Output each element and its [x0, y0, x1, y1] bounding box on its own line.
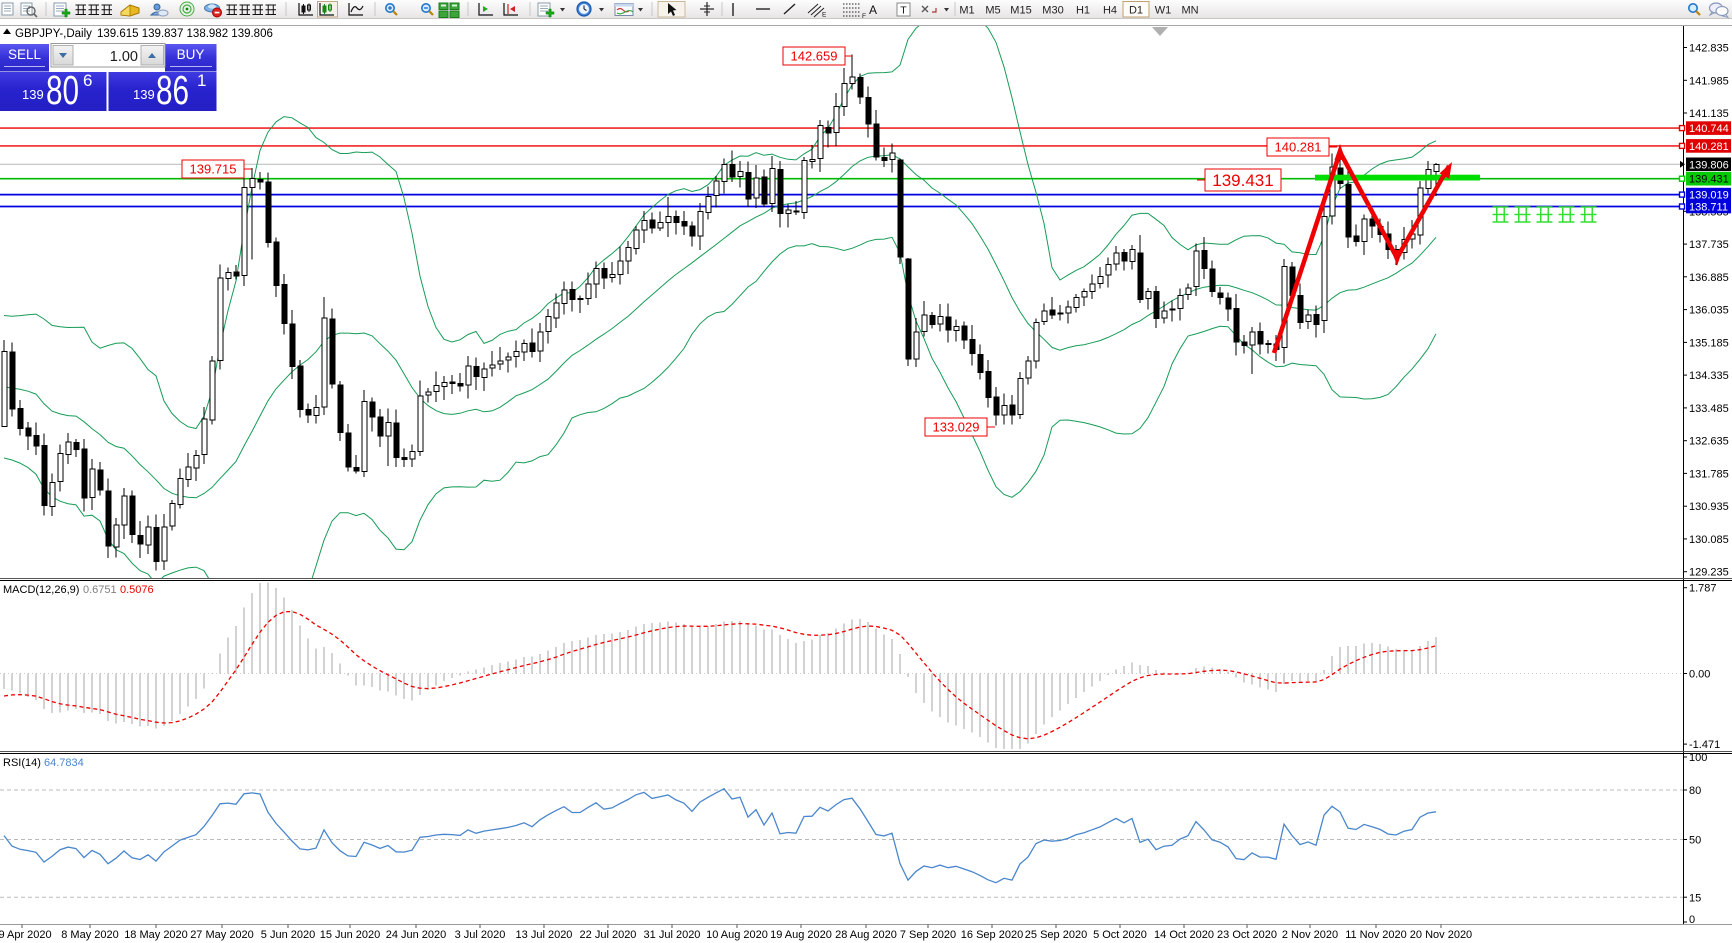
svg-text:80: 80	[1689, 785, 1701, 797]
svg-text:19 Aug 2020: 19 Aug 2020	[770, 929, 832, 941]
svg-text:1.787: 1.787	[1689, 583, 1717, 595]
svg-text:13 Jul 2020: 13 Jul 2020	[516, 929, 573, 941]
svg-text:MN: MN	[1181, 5, 1198, 17]
svg-text:T: T	[900, 5, 907, 17]
svg-text:141.135: 141.135	[1689, 108, 1729, 120]
svg-text:10 Aug 2020: 10 Aug 2020	[706, 929, 768, 941]
svg-text:130.935: 130.935	[1689, 501, 1729, 513]
svg-text:139.019: 139.019	[1689, 190, 1729, 202]
svg-text:8 May 2020: 8 May 2020	[61, 929, 118, 941]
svg-text:15 Jun 2020: 15 Jun 2020	[320, 929, 381, 941]
svg-text:F: F	[862, 13, 866, 20]
svg-text:0.00: 0.00	[1689, 669, 1710, 681]
svg-text:A: A	[869, 3, 877, 17]
svg-text:140.281: 140.281	[1275, 140, 1322, 155]
svg-text:139: 139	[133, 87, 155, 102]
svg-text:RSI(14): RSI(14)	[3, 757, 41, 769]
svg-text:137.735: 137.735	[1689, 239, 1729, 251]
svg-text:138.711: 138.711	[1689, 201, 1728, 213]
svg-text:7 Sep 2020: 7 Sep 2020	[900, 929, 956, 941]
svg-text:86: 86	[156, 67, 189, 113]
svg-text:2 Nov 2020: 2 Nov 2020	[1282, 929, 1338, 941]
svg-text:M30: M30	[1042, 5, 1063, 17]
svg-text:25 Sep 2020: 25 Sep 2020	[1025, 929, 1087, 941]
svg-text:31 Jul 2020: 31 Jul 2020	[644, 929, 701, 941]
svg-text:18 May 2020: 18 May 2020	[124, 929, 188, 941]
svg-text:134.335: 134.335	[1689, 370, 1729, 382]
svg-text:100: 100	[1689, 752, 1707, 764]
svg-text:1.00: 1.00	[110, 49, 138, 65]
svg-text:M15: M15	[1010, 5, 1031, 17]
svg-text:142.659: 142.659	[791, 49, 838, 64]
svg-text:H1: H1	[1076, 5, 1090, 17]
svg-text:139.806: 139.806	[1689, 159, 1729, 171]
svg-text:1: 1	[197, 71, 206, 90]
svg-text:16 Sep 2020: 16 Sep 2020	[961, 929, 1023, 941]
svg-text:GBPJPY-,Daily: GBPJPY-,Daily	[15, 28, 92, 40]
svg-text:139.431: 139.431	[1212, 171, 1273, 190]
svg-text:22 Jul 2020: 22 Jul 2020	[580, 929, 637, 941]
svg-text:15: 15	[1689, 892, 1701, 904]
svg-text:140.281: 140.281	[1689, 141, 1729, 153]
svg-text:BUY: BUY	[177, 47, 205, 62]
svg-text:6: 6	[83, 71, 92, 90]
svg-text:M1: M1	[959, 5, 974, 17]
svg-text:M5: M5	[985, 5, 1000, 17]
svg-text:136.885: 136.885	[1689, 272, 1729, 284]
svg-text:131.785: 131.785	[1689, 468, 1729, 480]
svg-text:MACD(12,26,9): MACD(12,26,9)	[3, 584, 79, 596]
svg-text:5 Jun 2020: 5 Jun 2020	[261, 929, 315, 941]
svg-text:133.029: 133.029	[933, 420, 980, 435]
svg-text:139.431: 139.431	[1689, 174, 1729, 186]
svg-text:80: 80	[46, 67, 79, 113]
svg-text:-1.471: -1.471	[1689, 739, 1720, 751]
svg-text:0: 0	[1689, 914, 1695, 926]
svg-text:14 Oct 2020: 14 Oct 2020	[1154, 929, 1214, 941]
svg-text:28 Aug 2020: 28 Aug 2020	[835, 929, 897, 941]
svg-text:139.715: 139.715	[190, 162, 237, 177]
svg-text:142.835: 142.835	[1689, 43, 1729, 55]
svg-text:129.235: 129.235	[1689, 567, 1729, 579]
svg-text:141.985: 141.985	[1689, 75, 1729, 87]
svg-text:3 Jul 2020: 3 Jul 2020	[455, 929, 506, 941]
svg-text:11 Nov 2020: 11 Nov 2020	[1345, 929, 1407, 941]
svg-text:24 Jun 2020: 24 Jun 2020	[386, 929, 447, 941]
svg-text:132.635: 132.635	[1689, 436, 1729, 448]
svg-text:64.7834: 64.7834	[44, 757, 84, 769]
svg-text:139.615 139.837 138.982 139.80: 139.615 139.837 138.982 139.806	[97, 28, 273, 40]
svg-text:23 Oct 2020: 23 Oct 2020	[1217, 929, 1277, 941]
svg-text:29 Apr 2020: 29 Apr 2020	[0, 929, 52, 941]
svg-text:50: 50	[1689, 835, 1701, 847]
svg-text:E: E	[822, 12, 827, 19]
svg-text:135.185: 135.185	[1689, 337, 1729, 349]
svg-text:136.035: 136.035	[1689, 305, 1729, 317]
svg-text:5 Oct 2020: 5 Oct 2020	[1093, 929, 1147, 941]
svg-text:H4: H4	[1103, 5, 1117, 17]
svg-text:0.6751: 0.6751	[83, 584, 117, 596]
svg-text:130.085: 130.085	[1689, 534, 1729, 546]
svg-text:139: 139	[22, 87, 44, 102]
svg-text:20 Nov 2020: 20 Nov 2020	[1410, 929, 1472, 941]
svg-text:W1: W1	[1155, 5, 1172, 17]
svg-text:D1: D1	[1129, 5, 1143, 17]
svg-text:133.485: 133.485	[1689, 403, 1729, 415]
svg-text:0.5076: 0.5076	[120, 584, 154, 596]
svg-text:SELL: SELL	[8, 47, 42, 62]
svg-text:140.744: 140.744	[1689, 123, 1729, 135]
svg-text:27 May 2020: 27 May 2020	[190, 929, 254, 941]
